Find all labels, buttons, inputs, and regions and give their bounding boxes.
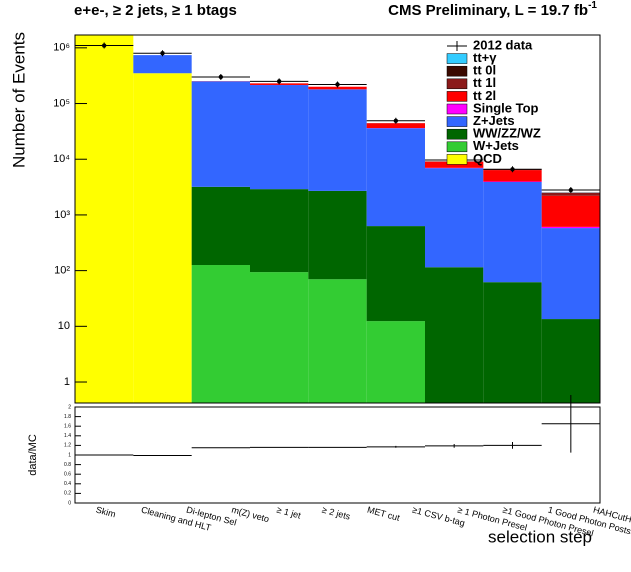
ratio-tick-label: 1.2	[64, 443, 71, 449]
legend-swatch	[446, 65, 468, 77]
legend-swatch	[446, 91, 468, 102]
ratio-point	[483, 442, 542, 449]
x-axis-label: selection step	[488, 527, 592, 546]
ratio-point	[75, 454, 134, 456]
ratio-tick-label: 1	[68, 452, 71, 458]
legend-label: tt 2l	[473, 88, 496, 103]
data-point	[218, 74, 224, 80]
legend-label: tt 0l	[473, 63, 496, 78]
ratio-tick-label: 1.4	[64, 433, 71, 439]
legend-label: QCD	[473, 151, 502, 166]
stack-segment	[250, 85, 309, 190]
ratio-tick-label: 0.4	[64, 481, 71, 487]
frame	[74, 34, 601, 404]
stack-segment	[133, 55, 192, 74]
ratio-point	[250, 446, 309, 448]
stack-segment	[541, 195, 600, 227]
stack-segment	[191, 186, 250, 266]
stack-segment	[75, 35, 134, 403]
stack-segment	[191, 265, 250, 403]
stack-segment	[483, 170, 542, 182]
stack	[75, 35, 600, 403]
legend-label: tt+γ	[473, 50, 497, 65]
y-tick-label: 10⁶	[53, 42, 70, 54]
legend-swatch	[446, 116, 468, 127]
stack-segment	[366, 128, 425, 227]
legend-swatch	[446, 103, 468, 115]
stack-segment	[308, 89, 367, 191]
y-tick-label: 10⁵	[53, 97, 70, 109]
ratio-tick-label: 0.2	[64, 491, 71, 497]
title-right-superscript: -1	[588, 0, 597, 11]
legend-data-marker	[447, 41, 467, 51]
ratio-point	[366, 445, 425, 448]
chart-title-right: CMS Preliminary, L = 19.7 fb-1	[388, 0, 597, 19]
ratio-point	[133, 454, 192, 456]
ratio-point	[308, 446, 367, 448]
stack-segment	[541, 192, 600, 196]
legend-label: Z+Jets	[473, 113, 515, 128]
stack-segment	[541, 319, 600, 403]
stack-segment	[541, 226, 600, 229]
stack-segment	[366, 123, 425, 129]
y-tick-label: 1	[64, 376, 70, 388]
legend-swatch	[446, 128, 468, 140]
stack-segment	[425, 168, 484, 268]
legend-label: W+Jets	[473, 138, 519, 153]
stack-segment	[250, 189, 309, 273]
stack-segment	[366, 321, 425, 403]
chart-title: e+e-, ≥ 2 jets, ≥ 1 btags	[74, 2, 237, 19]
y-tick-label: 10⁴	[53, 153, 70, 165]
legend-label: tt 1l	[473, 75, 496, 90]
y-tick-label: 10	[58, 320, 70, 332]
ratio-tick-label: 0	[68, 500, 71, 506]
stack-segment	[483, 282, 542, 403]
bin-label: MET cut	[366, 505, 401, 523]
ratio-point	[425, 443, 484, 448]
ratio-tick-label: 1.6	[64, 424, 71, 430]
stack-segment	[308, 279, 367, 403]
bin-label: ≥ 1 jet	[276, 505, 303, 521]
data-point	[160, 51, 165, 56]
legend-label: Single Top	[473, 100, 539, 115]
y-tick-label: 10³	[54, 209, 70, 221]
bin-label: ≥ 2 jets	[321, 505, 352, 522]
title-right: CMS Preliminary, L = 19.7 fb	[388, 2, 588, 19]
ratio-point	[191, 447, 250, 449]
stack-segment	[191, 81, 250, 187]
legend-label: WW/ZZ/WZ	[473, 126, 541, 141]
data-point	[276, 79, 282, 84]
bin-label: Skim	[95, 505, 117, 520]
stack-segment	[308, 190, 367, 280]
stack-segment	[366, 226, 425, 322]
legend-swatch	[446, 78, 468, 90]
stack-segment	[308, 86, 367, 90]
stack-segment	[541, 228, 600, 320]
y-tick-label: 10²	[54, 265, 70, 277]
stack-segment	[483, 181, 542, 283]
stack-segment	[425, 161, 484, 168]
ratio-point	[541, 395, 600, 453]
ratio-y-label: data/MC	[27, 434, 39, 476]
ratio-tick-label: 2	[68, 404, 71, 410]
ratio-tick-label: 0.8	[64, 462, 71, 468]
data-point	[510, 167, 515, 172]
data-point	[568, 187, 574, 193]
data-point	[335, 82, 340, 87]
data-point	[101, 43, 107, 48]
legend-label: 2012 data	[473, 37, 533, 52]
ratio-tick-label: 0.6	[64, 472, 71, 478]
stack-segment	[250, 272, 309, 403]
stack-segment	[425, 267, 484, 403]
legend-swatch	[446, 154, 468, 165]
data-point	[393, 118, 399, 123]
legend-swatch	[446, 141, 468, 153]
stack-segment	[133, 73, 192, 403]
y-axis-label: Number of Events	[9, 32, 28, 168]
legend-swatch	[446, 53, 468, 64]
ratio-tick-label: 1.8	[64, 414, 71, 420]
